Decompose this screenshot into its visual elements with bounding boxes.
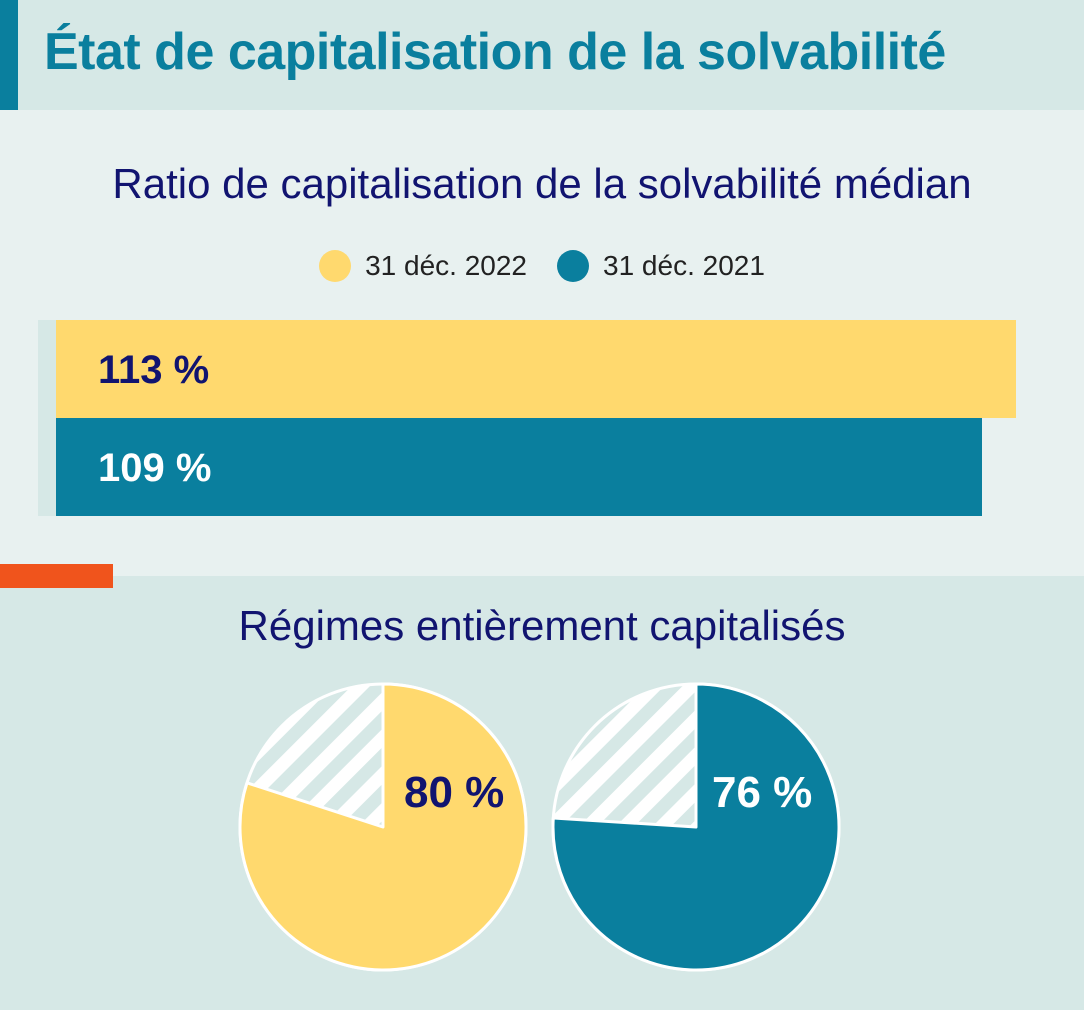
pie-label-2021: 76 % [712,768,813,817]
header-accent-bar [0,0,18,110]
bar-label-2021: 109 % [98,446,212,490]
bar-2021: 109 % [56,418,983,516]
pie-chart-title: Régimes entièrement capitalisés [238,602,846,649]
legend: 31 déc. 2022 31 déc. 2021 [0,250,1084,282]
header-band: État de capitalisation de la solvabilité [0,0,1084,110]
section-divider-tab [0,564,113,588]
pie-2021 [551,682,841,972]
pie-2022 [238,682,528,972]
pie-label-2022: 80 % [404,768,505,817]
legend-swatch-2022 [319,250,352,282]
page-title: État de capitalisation de la solvabilité [44,23,946,81]
pie-charts: 80 % 76 % [0,670,1084,1000]
bar-label-2022: 113 % [98,348,210,392]
legend-item-2022: 31 déc. 2022 [319,250,527,282]
legend-swatch-2021 [557,250,589,282]
legend-label-2021: 31 déc. 2021 [603,250,765,281]
pie-svg [238,682,841,972]
bar-2022: 113 % [56,320,1016,418]
bar-chart-title: Ratio de capitalisation de la solvabilit… [112,160,972,207]
pie-2022-slice [238,682,528,972]
legend-label-2022: 31 déc. 2022 [365,250,527,281]
bar-axis [38,320,56,516]
pie-2021-slice [551,682,841,972]
legend-item-2021: 31 déc. 2021 [557,250,765,282]
